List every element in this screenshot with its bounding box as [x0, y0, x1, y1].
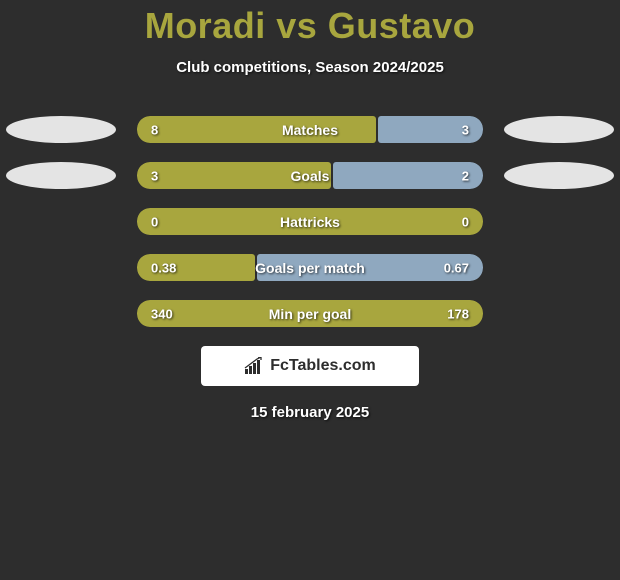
date: 15 february 2025 — [0, 404, 620, 421]
stat-value-right: 0 — [462, 214, 469, 229]
stat-value-right: 2 — [462, 168, 469, 183]
stat-value-left: 0 — [151, 214, 158, 229]
brand-text: FcTables.com — [270, 357, 376, 375]
comparison-card: Moradi vs Gustavo Club competitions, Sea… — [0, 0, 620, 421]
stat-bar: Goals per match 0.38 0.67 — [137, 254, 483, 281]
stats-area: Matches 8 3 Goals 3 2 Hattricks 0 0 Goals per mat… — [0, 116, 620, 327]
stat-bar: Matches 8 3 — [137, 116, 483, 143]
stat-bar: Min per goal 340 178 — [137, 300, 483, 327]
stat-row: Matches 8 3 — [0, 116, 620, 143]
stat-row: Min per goal 340 178 — [0, 300, 620, 327]
subtitle: Club competitions, Season 2024/2025 — [0, 59, 620, 76]
stat-value-left: 8 — [151, 122, 158, 137]
stat-row: Goals per match 0.38 0.67 — [0, 254, 620, 281]
stat-value-right: 0.67 — [444, 260, 469, 275]
page-title: Moradi vs Gustavo — [0, 5, 620, 47]
stat-row: Goals 3 2 — [0, 162, 620, 189]
stat-value-right: 3 — [462, 122, 469, 137]
stat-label: Goals — [291, 168, 330, 184]
stat-value-left: 3 — [151, 168, 158, 183]
stat-label: Goals per match — [255, 260, 365, 276]
stat-bar: Goals 3 2 — [137, 162, 483, 189]
stat-label: Hattricks — [280, 214, 340, 230]
stat-label: Matches — [282, 122, 338, 138]
player-badge-right — [504, 162, 614, 189]
stat-value-right: 178 — [447, 306, 469, 321]
stat-row: Hattricks 0 0 — [0, 208, 620, 235]
player-badge-right — [504, 116, 614, 143]
player-badge-left — [6, 162, 116, 189]
player-badge-left — [6, 116, 116, 143]
bar-segment-left — [137, 116, 376, 143]
stat-label: Min per goal — [269, 306, 351, 322]
chart-icon — [244, 357, 264, 375]
stat-value-left: 0.38 — [151, 260, 176, 275]
stat-bar: Hattricks 0 0 — [137, 208, 483, 235]
brand-badge[interactable]: FcTables.com — [201, 346, 419, 386]
bar-segment-right — [333, 162, 483, 189]
stat-value-left: 340 — [151, 306, 173, 321]
